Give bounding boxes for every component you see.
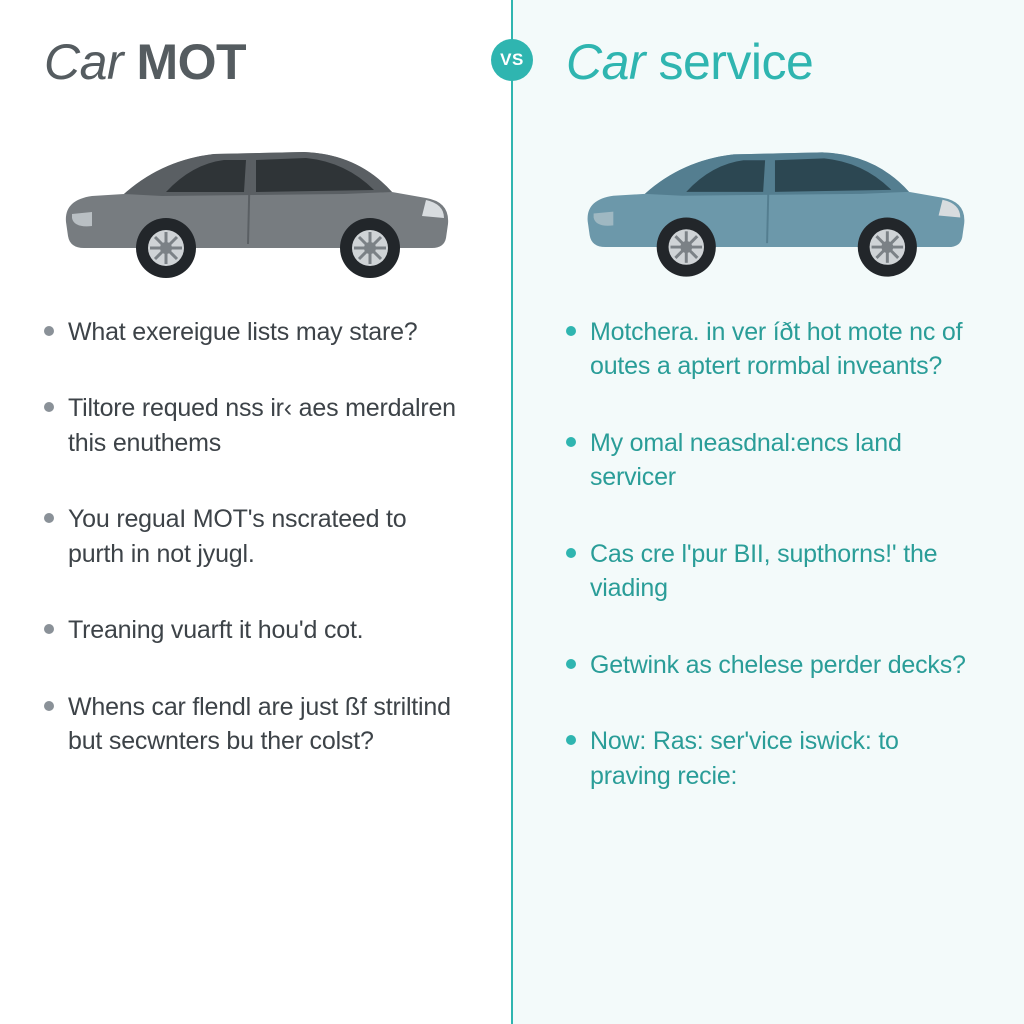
bullet-list-left: What exereigue lists may stare? Tiltore … xyxy=(44,315,468,759)
list-item: Tiltore requed nss ir‹ aes merdalren thi… xyxy=(44,391,468,460)
bullet-text: Tiltore requed nss ir‹ aes merdalren thi… xyxy=(68,391,468,460)
title-right-pre: Car xyxy=(566,34,658,90)
bullet-text: Now: Ras: ser'vice iswick: to praving re… xyxy=(590,724,980,793)
bullet-icon xyxy=(44,402,54,412)
bullet-icon xyxy=(566,735,576,745)
bullet-text: Motchera. in ver íðt hot mote nc of oute… xyxy=(590,315,980,384)
bullet-text: My omal neasdnal:encs land servicer xyxy=(590,426,980,495)
bullet-icon xyxy=(566,437,576,447)
car-illustration-left xyxy=(44,107,468,287)
bullet-text: Cas cre l'pur BII, supthorns!' the viadi… xyxy=(590,537,980,606)
bullet-icon xyxy=(566,326,576,336)
list-item: You reguaI MOT's nscrateed to purth in n… xyxy=(44,502,468,571)
vs-badge: VS xyxy=(491,39,533,81)
vs-badge-text: VS xyxy=(500,50,524,70)
bullet-text: What exereigue lists may stare? xyxy=(68,315,418,350)
list-item: Treaning vuarft it hou'd cot. xyxy=(44,613,468,648)
bullet-icon xyxy=(44,513,54,523)
list-item: Motchera. in ver íðt hot mote nc of oute… xyxy=(566,315,980,384)
title-left-pre: Car xyxy=(44,34,136,90)
list-item: Cas cre l'pur BII, supthorns!' the viadi… xyxy=(566,537,980,606)
bullet-icon xyxy=(44,326,54,336)
title-right: Car service xyxy=(566,36,980,89)
bullet-text: Treaning vuarft it hou'd cot. xyxy=(68,613,363,648)
title-right-main: service xyxy=(658,34,813,90)
car-left-svg xyxy=(44,112,464,282)
car-right-svg xyxy=(566,113,980,281)
bullet-list-right: Motchera. in ver íðt hot mote nc of oute… xyxy=(566,315,980,794)
car-illustration-right xyxy=(566,107,980,287)
list-item: Now: Ras: ser'vice iswick: to praving re… xyxy=(566,724,980,793)
bullet-icon xyxy=(566,659,576,669)
list-item: My omal neasdnal:encs land servicer xyxy=(566,426,980,495)
bullet-text: Getwink as chelese perder decks? xyxy=(590,648,966,683)
bullet-text: Whens car flendl are just ßf striltind b… xyxy=(68,690,468,759)
list-item: Getwink as chelese perder decks? xyxy=(566,648,980,683)
panel-car-mot: Car MOT xyxy=(0,0,512,1024)
bullet-icon xyxy=(566,548,576,558)
list-item: Whens car flendl are just ßf striltind b… xyxy=(44,690,468,759)
bullet-text: You reguaI MOT's nscrateed to purth in n… xyxy=(68,502,468,571)
bullet-icon xyxy=(44,624,54,634)
list-item: What exereigue lists may stare? xyxy=(44,315,468,350)
center-divider xyxy=(511,0,513,1024)
panel-car-service: Car service xyxy=(512,0,1024,1024)
title-left: Car MOT xyxy=(44,36,468,89)
title-left-main: MOT xyxy=(136,34,246,90)
bullet-icon xyxy=(44,701,54,711)
